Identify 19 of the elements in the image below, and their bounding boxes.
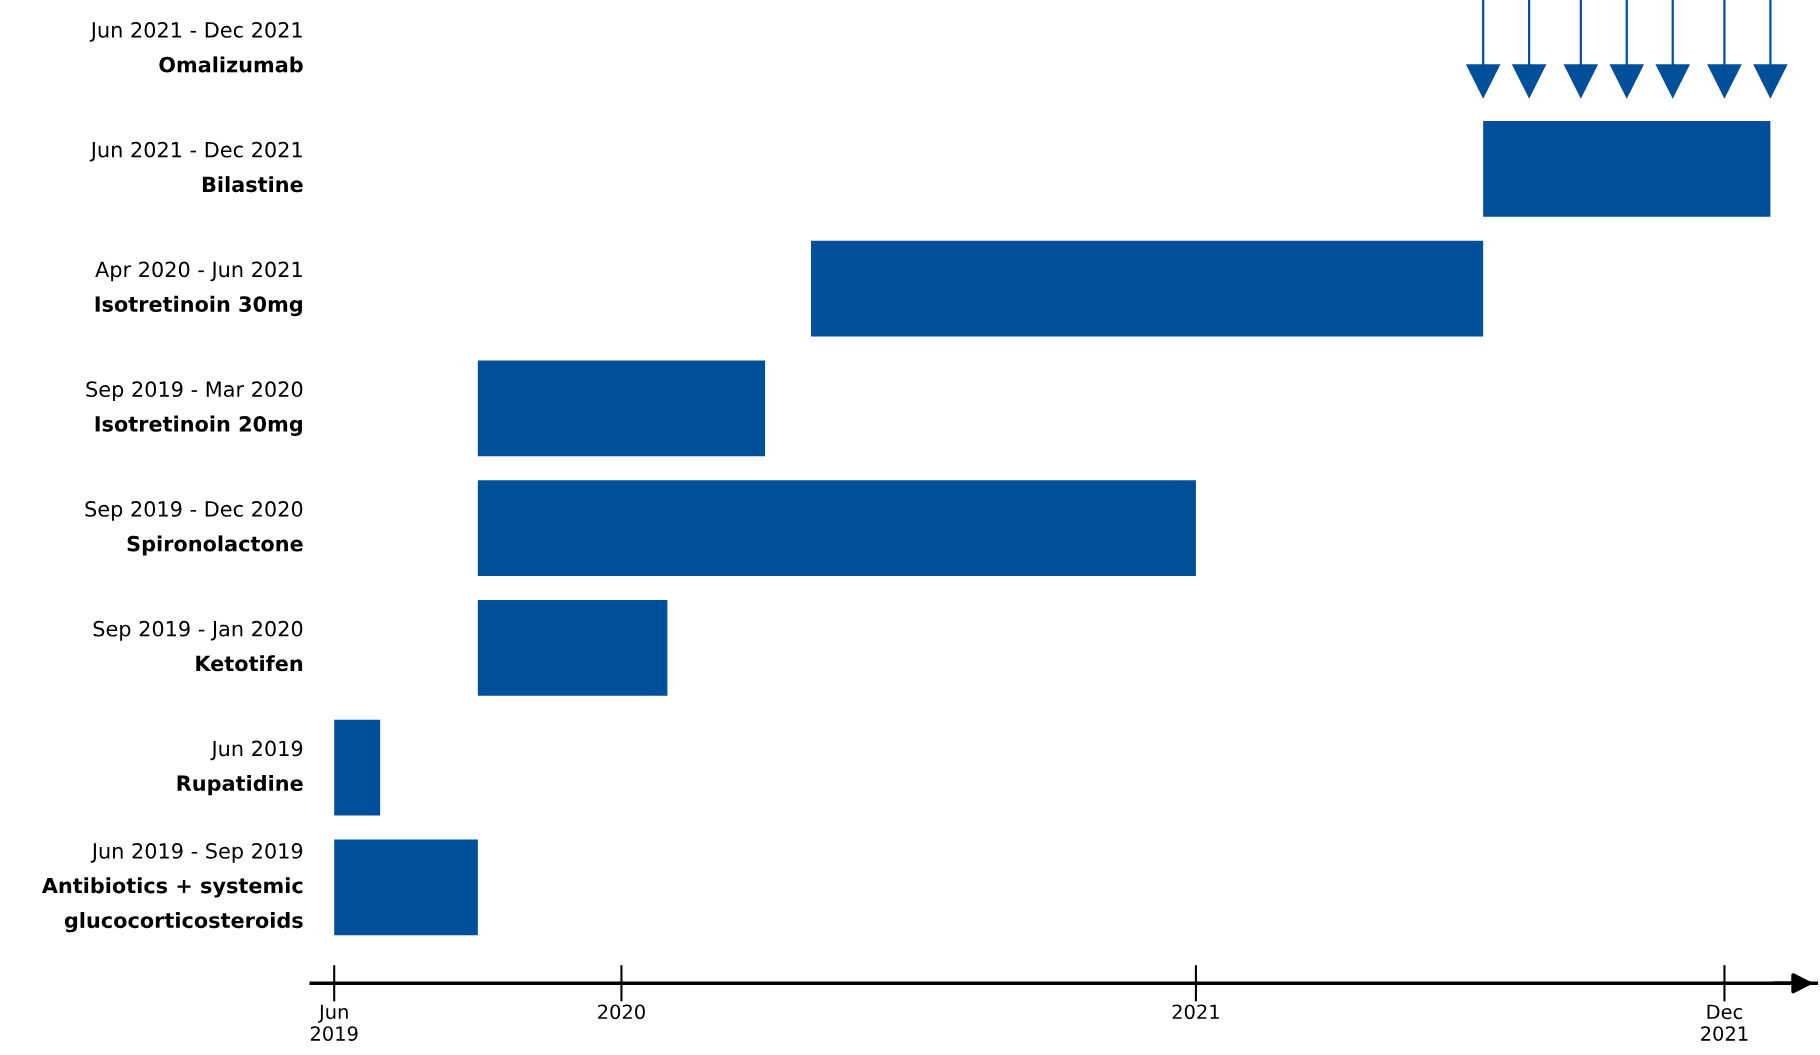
bar <box>334 719 381 816</box>
y-tick-label: Jun 2019 - Sep 2019 Antibiotics + systemic glucocorticosteroids <box>41 843 303 933</box>
x-tick-label: Dec 2021 <box>1701 1004 1748 1041</box>
y-tick-label: Sep 2019 - Dec 2020 Spironolactone <box>85 501 303 556</box>
y-tick-label: Jun 2021 - Dec 2021 Bilastine <box>89 141 303 193</box>
bar <box>477 480 1196 577</box>
x-tick-label: Jun 2019 <box>310 1004 358 1041</box>
bar <box>1483 120 1771 217</box>
y-tick-label: Sep 2019 - Mar 2020 Isotretinoin 20mg <box>86 381 303 436</box>
y-tick-label: Apr 2020 - Jun 2021 Isotretinoin 30mg <box>95 261 302 317</box>
x-tick-label: 2021 <box>1172 1004 1219 1020</box>
bar <box>477 360 766 457</box>
bar <box>477 600 668 696</box>
x-tick-label: 2020 <box>598 1004 645 1020</box>
y-tick-label: Sep 2019 - Jan 2020 Ketotifen <box>93 620 303 672</box>
y-tick-label: Jun 2021 - Dec 2021 Omalizumab <box>89 22 303 73</box>
bar <box>334 839 478 936</box>
y-tick-label: Jun 2019 Rupatidine <box>177 740 303 796</box>
bar <box>811 240 1484 337</box>
